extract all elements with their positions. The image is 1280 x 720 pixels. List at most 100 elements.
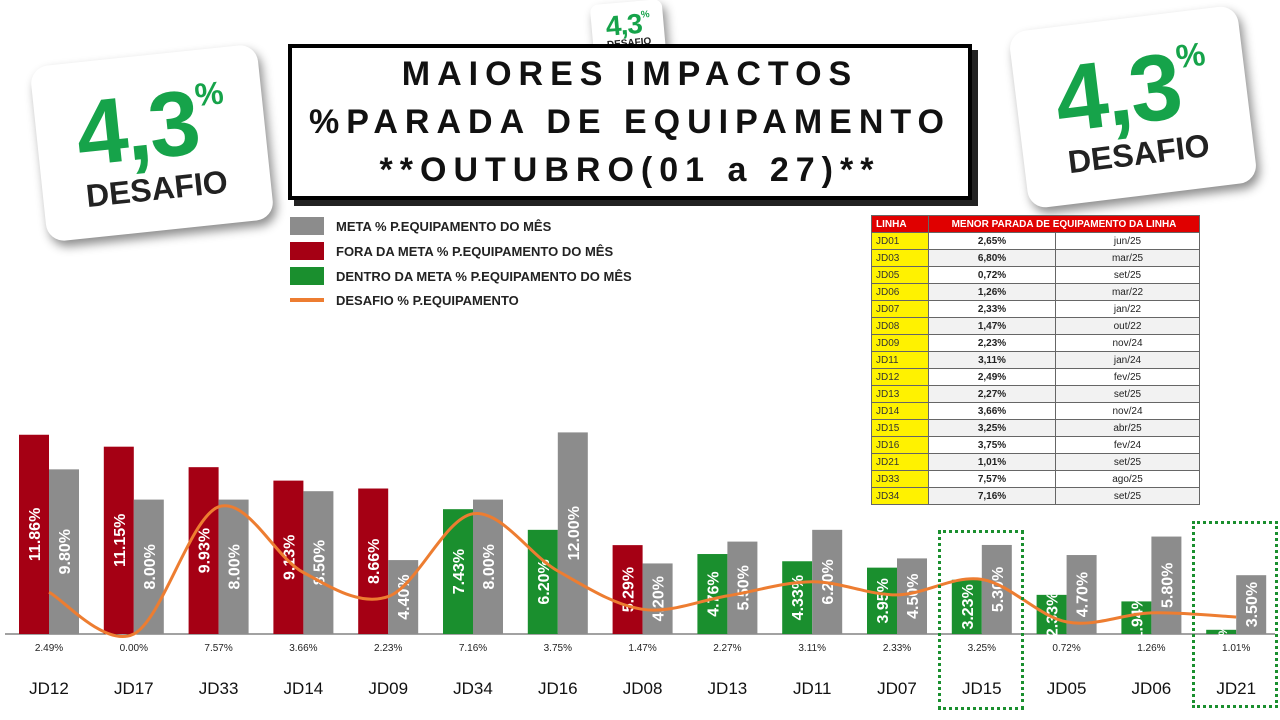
reference-table-value: 6,80%	[928, 249, 1056, 267]
reference-table-line: JD09	[871, 334, 929, 352]
reference-table-value: 1,01%	[928, 453, 1056, 471]
bar-actual-label: 0.25%	[1216, 625, 1230, 659]
desafio-value-label: 7.16%	[459, 643, 487, 654]
legend-label-desafio: DESAFIO % P.EQUIPAMENTO	[336, 292, 519, 308]
category-label-jd11: JD11	[793, 679, 831, 698]
reference-table-header-linha: LINHA	[871, 215, 929, 233]
reference-table-header: LINHA MENOR PARADA DE EQUIPAMENTO DA LIN…	[871, 215, 1200, 233]
desafio-value-label: 3.25%	[968, 643, 996, 654]
reference-table-value: 3,11%	[928, 351, 1056, 369]
category-label-jd33: JD33	[199, 679, 239, 698]
reference-table-line: JD16	[871, 436, 929, 454]
reference-table-date: set/25	[1055, 487, 1200, 505]
title-line-2: %PARADA DE EQUIPAMENTO	[308, 103, 951, 141]
legend-label-fora: FORA DA META % P.EQUIPAMENTO DO MÊS	[336, 243, 614, 259]
reference-table-date: set/25	[1055, 453, 1200, 471]
legend-item-dentro: DENTRO DA META % P.EQUIPAMENTO DO MÊS	[290, 265, 632, 287]
highlight-box-jd15	[938, 530, 1024, 710]
legend-swatch-fora	[290, 242, 324, 260]
bar-actual-jd15	[951, 579, 982, 634]
reference-table-date: mar/22	[1055, 283, 1200, 301]
reference-table-header-menor: MENOR PARADA DE EQUIPAMENTO DA LINHA	[928, 215, 1200, 233]
bar-actual-jd05	[1036, 594, 1067, 634]
bar-meta-jd16	[557, 432, 588, 634]
reference-table-row: JD15 3,25% abr/25	[871, 419, 1200, 437]
reference-table-row: JD14 3,66% nov/24	[871, 402, 1200, 420]
bar-actual-jd17	[103, 446, 134, 634]
desafio-value-label: 2.23%	[374, 643, 402, 654]
highlight-box-jd21	[1192, 521, 1278, 708]
bar-meta-jd13	[727, 541, 758, 634]
reference-table-body: JD01 2,65% jun/25 JD03 6,80% mar/25 JD05 0,72% s…	[871, 232, 1200, 505]
bar-actual-label: 4.33%	[790, 575, 807, 620]
category-label-jd07: JD07	[877, 679, 917, 698]
bar-actual-label: 7.43%	[451, 549, 468, 594]
reference-table-row: JD34 7,16% set/25	[871, 487, 1200, 505]
reference-table-line: JD14	[871, 402, 929, 420]
reference-table-value: 2,65%	[928, 232, 1056, 250]
category-label-jd08: JD08	[623, 679, 663, 698]
reference-table-line: JD11	[871, 351, 929, 369]
bar-actual-jd06	[1121, 601, 1152, 634]
bar-actual-label: 6.20%	[536, 559, 553, 604]
bar-meta-jd07	[897, 558, 927, 634]
reference-table-row: JD05 0,72% set/25	[871, 266, 1200, 284]
bar-actual-jd21	[1206, 629, 1237, 634]
desafio-value-label: 7.57%	[204, 643, 232, 654]
desafio-value-label: 1.26%	[1137, 643, 1165, 654]
bar-actual-jd14	[273, 480, 304, 634]
bar-meta-label: 8.50%	[311, 540, 328, 585]
reference-table-value: 2,33%	[928, 300, 1056, 318]
reference-table-date: out/22	[1055, 317, 1200, 335]
reference-table-date: abr/25	[1055, 419, 1200, 437]
desafio-value-label: 2.33%	[883, 643, 911, 654]
reference-table-row: JD33 7,57% ago/25	[871, 470, 1200, 488]
bar-meta-jd05	[1066, 555, 1097, 634]
reference-table-value: 2,49%	[928, 368, 1056, 386]
legend-item-desafio: DESAFIO % P.EQUIPAMENTO	[290, 289, 519, 311]
bar-meta-label: 4.70%	[1075, 572, 1092, 617]
reference-table-row: JD03 6,80% mar/25	[871, 249, 1200, 267]
reference-table-date: jan/24	[1055, 351, 1200, 369]
category-label-jd13: JD13	[708, 679, 748, 698]
reference-table-value: 7,16%	[928, 487, 1056, 505]
bar-meta-label: 8.00%	[142, 544, 159, 589]
reference-table-date: jan/22	[1055, 300, 1200, 318]
bar-chart: 11.86% 9.80% 2.49% JD12 11.15% 8.00% 0.00% JD17…	[5, 432, 1275, 698]
reference-table-line: JD01	[871, 232, 929, 250]
legend-label-meta: META % P.EQUIPAMENTO DO MÊS	[336, 218, 552, 234]
category-label-jd15: JD15	[962, 679, 1002, 698]
bar-meta-label: 9.80%	[57, 529, 74, 574]
reference-table-line: JD03	[871, 249, 929, 267]
reference-table-row: JD06 1,26% mar/22	[871, 283, 1200, 301]
reference-table-row: JD09 2,23% nov/24	[871, 334, 1200, 352]
bar-meta-label: 12.00%	[566, 506, 583, 560]
reference-table-date: mar/25	[1055, 249, 1200, 267]
reference-table-value: 2,27%	[928, 385, 1056, 403]
bar-actual-jd13	[697, 554, 728, 634]
category-label-jd34: JD34	[453, 679, 493, 698]
reference-table-value: 2,23%	[928, 334, 1056, 352]
bar-meta-jd08	[642, 563, 673, 634]
reference-table-line: JD34	[871, 487, 929, 505]
desafio-value-label: 3.66%	[289, 643, 317, 654]
bar-meta-jd14	[303, 491, 334, 634]
desafio-value-label: 3.11%	[798, 643, 826, 654]
reference-table-row: JD13 2,27% set/25	[871, 385, 1200, 403]
reference-table-value: 0,72%	[928, 266, 1056, 284]
bar-meta-jd12	[49, 469, 79, 634]
reference-table-value: 3,66%	[928, 402, 1056, 420]
bar-actual-jd33	[188, 467, 219, 634]
bar-actual-jd09	[358, 488, 389, 634]
bar-actual-label: 3.23%	[960, 584, 977, 629]
bar-actual-jd08	[612, 545, 643, 634]
bar-actual-label: 2.33%	[1045, 592, 1062, 637]
bar-actual-label: 11.86%	[27, 508, 44, 561]
desafio-badge-left: 4,3% DESAFIO	[29, 43, 275, 243]
bar-meta-label: 4.20%	[651, 576, 668, 621]
reference-table-date: fev/25	[1055, 368, 1200, 386]
reference-table-line: JD06	[871, 283, 929, 301]
legend-swatch-meta	[290, 217, 324, 235]
bar-actual-jd07	[867, 567, 897, 634]
title-line-3: **OUTUBRO(01 a 27)**	[379, 151, 881, 189]
